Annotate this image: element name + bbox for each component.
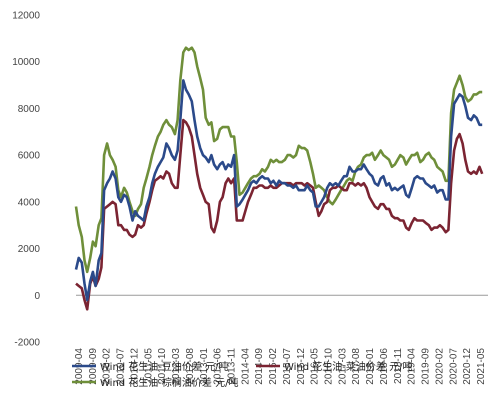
x-tick-label: 2020-02	[434, 348, 445, 385]
x-tick-label: 2011-05	[143, 348, 154, 384]
y-axis-ticks: -2000 0 2000 4000 6000 8000 10000 12000	[12, 11, 40, 349]
y-tick-label: 4000	[18, 197, 41, 208]
x-tick-label: 2018-01	[365, 348, 376, 385]
y-tick-label: -2000	[14, 338, 40, 349]
series-lines	[74, 46, 484, 311]
x-tick-label: 2013-11	[226, 348, 237, 384]
y-tick-label: 12000	[12, 11, 40, 22]
y-tick-label: 0	[34, 291, 40, 302]
x-tick-label: 2016-10	[324, 348, 335, 385]
y-tick-label: 10000	[12, 57, 40, 68]
x-tick-label: 2011-10	[157, 348, 168, 384]
y-tick-label: 2000	[18, 244, 41, 255]
x-tick-label: 2013-06	[213, 348, 224, 385]
x-tick-label: 2010-02	[102, 348, 113, 385]
x-tick-label: 2020-07	[448, 348, 459, 385]
x-tick-label: 2014-04	[240, 348, 251, 385]
x-tick-label: 2017-08	[351, 348, 362, 385]
y-tick-label: 6000	[18, 151, 41, 162]
series-line-2	[74, 46, 483, 274]
x-tick-label: 2015-12	[296, 348, 307, 385]
legend-label: Wind 花生油-菜油价差 元/吨	[284, 360, 412, 373]
x-tick-label: 2018-06	[379, 348, 390, 385]
x-tick-label: 2013-01	[199, 348, 210, 385]
legend-label: Wind 花生油-豆油价差 元/吨	[100, 360, 228, 373]
x-tick-label: 2021-05	[476, 348, 487, 385]
x-tick-label: 2019-09	[421, 348, 432, 385]
x-tick-label: 2016-05	[310, 348, 321, 385]
x-tick-label: 2019-04	[407, 348, 418, 385]
x-tick-label: 2010-12	[129, 348, 140, 385]
legend: Wind 花生油-豆油价差 元/吨 Wind 花生油-菜油价差 元/吨 Wind 花…	[72, 360, 412, 389]
x-tick-label: 2017-03	[337, 348, 348, 385]
series-line-0	[74, 79, 483, 302]
x-tick-label: 2018-11	[393, 348, 404, 384]
series-line-1	[75, 118, 484, 311]
x-tick-label: 2012-08	[185, 348, 196, 385]
y-tick-label: 8000	[18, 104, 41, 115]
x-tick-label: 2015-07	[282, 348, 293, 385]
x-tick-label: 2020-12	[462, 348, 473, 385]
x-tick-label: 2010-07	[116, 348, 127, 385]
x-tick-label: 2012-03	[171, 348, 182, 385]
legend-label: Wind 花生油-棕榈油价差 元/吨	[100, 376, 238, 389]
